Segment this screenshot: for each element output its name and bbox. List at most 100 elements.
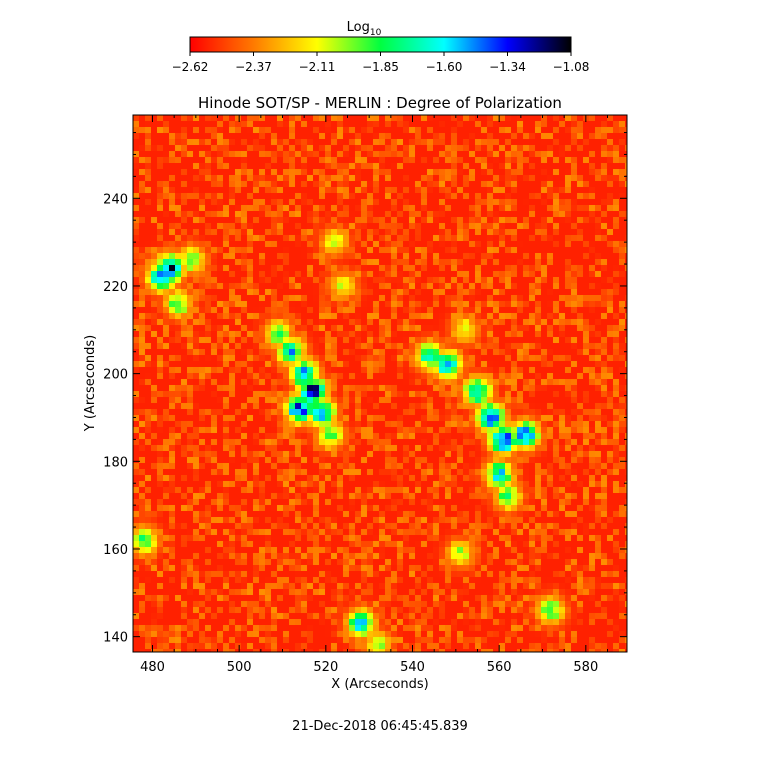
heatmap-cell [259, 199, 265, 205]
heatmap-cell [373, 409, 379, 415]
heatmap-cell [499, 205, 505, 211]
heatmap-cell [439, 385, 445, 391]
heatmap-cell [487, 241, 493, 247]
heatmap-cell [175, 403, 181, 409]
heatmap-cell [163, 169, 169, 175]
heatmap-cell [145, 427, 151, 433]
heatmap-cell [547, 469, 553, 475]
heatmap-cell [553, 301, 559, 307]
heatmap-cell [325, 343, 331, 349]
heatmap-cell [355, 469, 361, 475]
heatmap-cell [151, 211, 157, 217]
heatmap-cell [361, 319, 367, 325]
heatmap-cell [427, 397, 433, 403]
heatmap-cell [601, 289, 607, 295]
heatmap-cell [337, 247, 343, 253]
heatmap-cell [193, 325, 199, 331]
heatmap-cell [601, 325, 607, 331]
heatmap-cell [523, 313, 529, 319]
heatmap-cell [379, 259, 385, 265]
heatmap-cell [265, 121, 271, 127]
heatmap-cell [445, 325, 451, 331]
heatmap-cell [133, 301, 139, 307]
heatmap-cell [481, 271, 487, 277]
heatmap-cell [541, 325, 547, 331]
heatmap-cell [475, 151, 481, 157]
heatmap-cell [433, 313, 439, 319]
heatmap-cell [529, 181, 535, 187]
heatmap-cell [265, 187, 271, 193]
heatmap-cell [325, 337, 331, 343]
heatmap-cell [367, 457, 373, 463]
heatmap-cell [511, 295, 517, 301]
heatmap-cell [133, 445, 139, 451]
heatmap-cell [553, 139, 559, 145]
heatmap-cell [193, 463, 199, 469]
heatmap-cell [133, 451, 139, 457]
heatmap-cell [325, 427, 331, 433]
heatmap-cell [385, 325, 391, 331]
heatmap-cell [391, 241, 397, 247]
heatmap-cell [529, 277, 535, 283]
heatmap-cell [241, 175, 247, 181]
heatmap-cell [259, 451, 265, 457]
heatmap-cell [187, 139, 193, 145]
heatmap-cell [361, 439, 367, 445]
heatmap-cell [487, 139, 493, 145]
heatmap-cell [367, 235, 373, 241]
heatmap-cell [325, 211, 331, 217]
heatmap-cell [193, 145, 199, 151]
heatmap-cell [433, 355, 439, 361]
heatmap-cell [547, 301, 553, 307]
heatmap-cell [331, 253, 337, 259]
heatmap-cell [283, 289, 289, 295]
heatmap-cell [187, 163, 193, 169]
heatmap-cell [553, 331, 559, 337]
heatmap-cell [289, 157, 295, 163]
heatmap-cell [277, 409, 283, 415]
heatmap-cell [331, 115, 337, 121]
heatmap-cell [373, 199, 379, 205]
heatmap-cell [457, 421, 463, 427]
heatmap-cell [595, 343, 601, 349]
heatmap-cell [277, 145, 283, 151]
heatmap-cell [133, 343, 139, 349]
heatmap-cell [295, 385, 301, 391]
heatmap-cell [583, 169, 589, 175]
heatmap-cell [271, 175, 277, 181]
heatmap-cell [205, 439, 211, 445]
heatmap-cell [187, 169, 193, 175]
heatmap-cell [415, 127, 421, 133]
heatmap-cell [307, 145, 313, 151]
heatmap-cell [553, 391, 559, 397]
heatmap-cell [253, 379, 259, 385]
heatmap-cell [481, 211, 487, 217]
heatmap-cell [583, 175, 589, 181]
heatmap-cell [439, 235, 445, 241]
heatmap-cell [283, 403, 289, 409]
heatmap-cell [133, 139, 139, 145]
heatmap-cell [565, 259, 571, 265]
heatmap-cell [583, 277, 589, 283]
heatmap-cell [283, 163, 289, 169]
heatmap-cell [457, 127, 463, 133]
heatmap-cell [511, 433, 517, 439]
heatmap-cell [451, 205, 457, 211]
heatmap-cell [517, 379, 523, 385]
heatmap-cell [163, 415, 169, 421]
heatmap-cell [151, 373, 157, 379]
heatmap-cell [571, 463, 577, 469]
heatmap-cell [511, 241, 517, 247]
heatmap-cell [217, 289, 223, 295]
heatmap-cell [163, 295, 169, 301]
heatmap-cell [193, 235, 199, 241]
heatmap-cell [595, 367, 601, 373]
heatmap-cell [457, 223, 463, 229]
heatmap-cell [361, 121, 367, 127]
heatmap-cell [529, 373, 535, 379]
heatmap-cell [571, 367, 577, 373]
heatmap-cell [451, 319, 457, 325]
heatmap-cell [187, 115, 193, 121]
heatmap-cell [343, 439, 349, 445]
heatmap-cell [157, 451, 163, 457]
